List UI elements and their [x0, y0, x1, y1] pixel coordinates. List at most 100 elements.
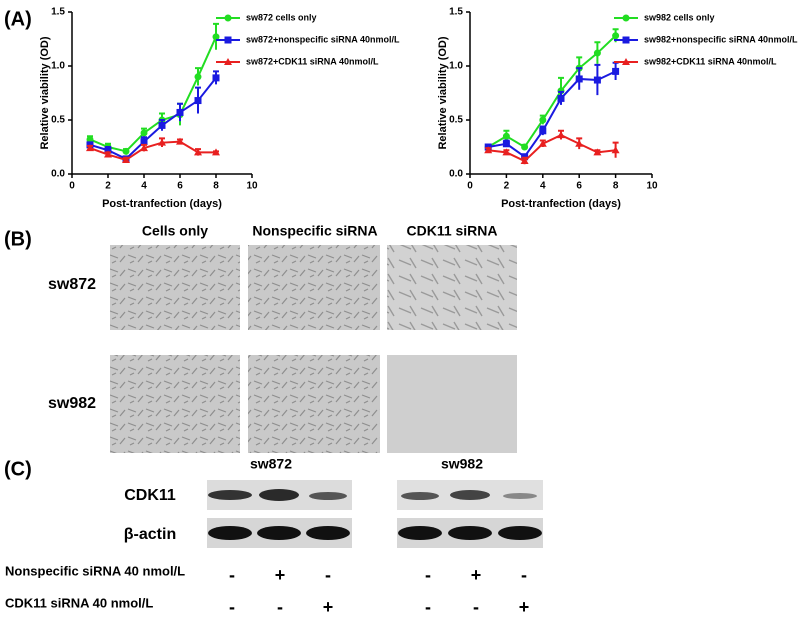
- point: [539, 127, 547, 135]
- panel-label: (B): [4, 228, 32, 250]
- y-tick-label: 1.5: [449, 7, 463, 18]
- point: [194, 73, 202, 81]
- x-tick-label: 10: [246, 181, 258, 192]
- point: [86, 135, 94, 143]
- x-tick-label: 2: [504, 181, 510, 192]
- y-tick-label: 0.0: [449, 169, 463, 180]
- x-tick-label: 4: [540, 181, 546, 192]
- micrograph: [387, 245, 517, 330]
- protein-label: β-actin: [124, 526, 176, 543]
- legend-label: sw872+nonspecific siRNA 40nmol/L: [246, 34, 400, 44]
- legend-marker: [224, 58, 232, 65]
- treatment-sign: -: [425, 597, 431, 617]
- point: [122, 155, 130, 163]
- x-tick-label: 8: [613, 181, 619, 192]
- y-tick-label: 0.0: [51, 169, 65, 180]
- y-axis-label: Relative viability (OD): [39, 36, 51, 149]
- treatment-sign: -: [521, 565, 527, 585]
- point: [521, 143, 529, 151]
- treatment-label: Nonspecific siRNA 40 nmol/L: [5, 563, 185, 578]
- point: [176, 137, 184, 145]
- legend-label: sw982+CDK11 siRNA 40nmol/L: [644, 56, 777, 66]
- y-tick-label: 1.0: [51, 61, 65, 72]
- group-label: sw982: [441, 456, 483, 472]
- legend-label: sw982+nonspecific siRNA 40nmol/L: [644, 34, 798, 44]
- treatment-sign: -: [229, 597, 235, 617]
- micrograph: [110, 245, 240, 330]
- point: [521, 153, 529, 161]
- legend-label: sw982 cells only: [644, 12, 715, 22]
- x-tick-label: 6: [177, 181, 183, 192]
- legend-label: sw872 cells only: [246, 12, 317, 22]
- point: [212, 33, 220, 41]
- point: [612, 32, 620, 40]
- y-axis-label: Relative viability (OD): [437, 36, 449, 149]
- treatment-label: CDK11 siRNA 40 nmol/L: [5, 595, 153, 610]
- point: [104, 150, 112, 158]
- point: [194, 97, 202, 105]
- point: [538, 139, 547, 147]
- series-line: [487, 35, 617, 149]
- treatment-sign: -: [277, 597, 283, 617]
- point: [557, 94, 565, 102]
- treatment-sign: -: [425, 565, 431, 585]
- treatment-sign: -: [229, 565, 235, 585]
- panel-label: (A): [4, 8, 32, 30]
- point: [593, 49, 601, 57]
- x-tick-label: 0: [69, 181, 75, 192]
- panel-label: (C): [4, 458, 32, 480]
- point: [520, 157, 529, 165]
- series-line: [89, 140, 216, 162]
- x-tick-label: 10: [646, 181, 658, 192]
- point: [176, 108, 184, 116]
- treatment-sign: +: [323, 597, 334, 617]
- column-header: CDK11 siRNA: [406, 223, 497, 239]
- column-header: Nonspecific siRNA: [252, 223, 377, 239]
- point: [158, 121, 166, 129]
- x-tick-label: 6: [576, 181, 582, 192]
- treatment-sign: +: [471, 565, 482, 585]
- point: [140, 144, 148, 152]
- point: [502, 148, 511, 156]
- point: [575, 75, 583, 83]
- x-tick-label: 2: [105, 181, 111, 192]
- point: [104, 146, 112, 154]
- group-label: sw872: [250, 456, 292, 472]
- point: [140, 129, 148, 137]
- point: [593, 76, 601, 84]
- micrograph: [248, 245, 380, 330]
- y-tick-label: 0.5: [449, 115, 463, 126]
- legend-marker: [622, 14, 630, 22]
- x-tick-label: 0: [467, 181, 473, 192]
- legend-marker: [622, 58, 630, 65]
- point: [502, 132, 510, 140]
- point: [122, 147, 130, 155]
- point: [612, 67, 620, 75]
- row-label: sw982: [48, 395, 96, 412]
- point: [557, 131, 565, 139]
- point: [86, 144, 94, 152]
- point: [593, 148, 602, 156]
- x-tick-label: 4: [141, 181, 147, 192]
- treatment-sign: +: [275, 565, 286, 585]
- blot: [207, 480, 543, 548]
- treatment-sign: -: [473, 597, 479, 617]
- point: [212, 74, 220, 82]
- micrograph: [248, 355, 380, 453]
- y-tick-label: 1.5: [51, 7, 65, 18]
- point: [212, 148, 220, 156]
- treatment-sign: +: [519, 597, 530, 617]
- y-tick-label: 1.0: [449, 61, 463, 72]
- y-tick-label: 0.5: [51, 115, 65, 126]
- point: [158, 138, 166, 146]
- legend-marker: [224, 14, 232, 22]
- x-tick-label: 8: [213, 181, 219, 192]
- legend-marker: [622, 36, 630, 44]
- protein-label: CDK11: [124, 487, 176, 504]
- column-header: Cells only: [142, 223, 208, 239]
- row-label: sw872: [48, 276, 96, 293]
- point: [575, 139, 584, 147]
- point: [194, 148, 202, 156]
- x-axis-label: Post-tranfection (days): [501, 198, 621, 210]
